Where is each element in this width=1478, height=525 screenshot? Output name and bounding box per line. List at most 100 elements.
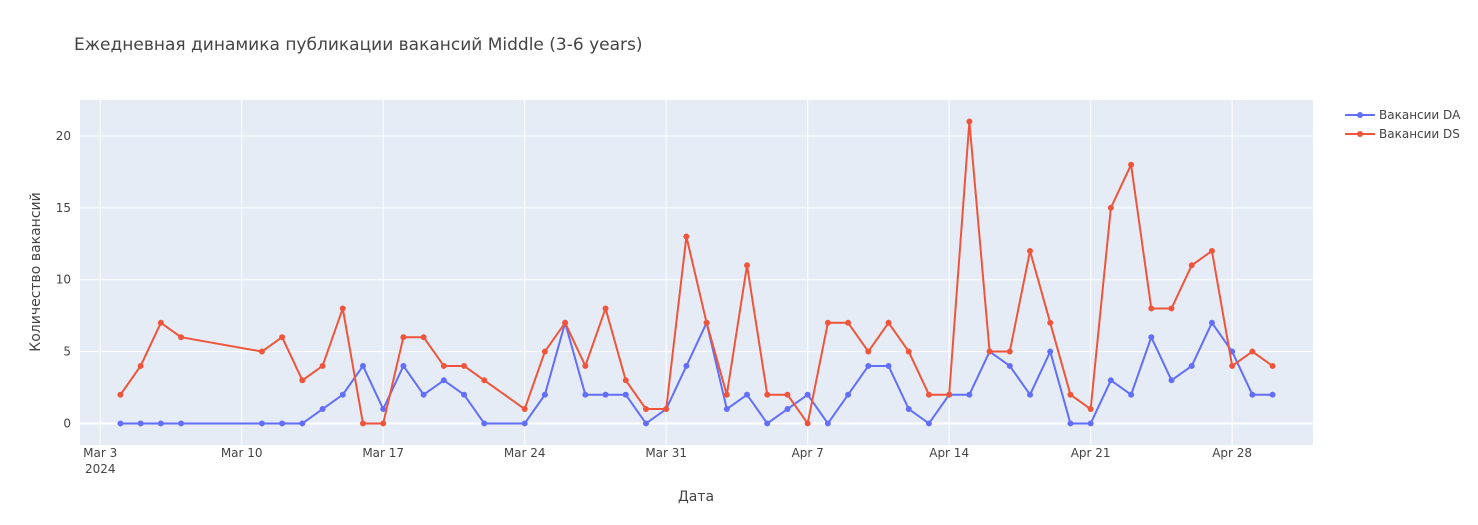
data-point[interactable] — [1027, 247, 1034, 254]
data-point[interactable] — [541, 348, 548, 355]
data-point[interactable] — [703, 319, 710, 326]
data-point[interactable] — [380, 420, 387, 427]
data-point[interactable] — [582, 391, 589, 398]
data-point[interactable] — [925, 420, 932, 427]
data-point[interactable] — [622, 377, 629, 384]
data-point[interactable] — [1067, 391, 1074, 398]
data-point[interactable] — [1188, 362, 1195, 369]
data-point[interactable] — [1249, 348, 1256, 355]
data-point[interactable] — [279, 420, 286, 427]
data-point[interactable] — [622, 391, 629, 398]
data-point[interactable] — [946, 391, 953, 398]
data-point[interactable] — [541, 391, 548, 398]
data-point[interactable] — [1107, 377, 1114, 384]
data-point[interactable] — [562, 319, 569, 326]
data-point[interactable] — [1128, 391, 1135, 398]
data-point[interactable] — [986, 348, 993, 355]
data-point[interactable] — [966, 391, 973, 398]
data-point[interactable] — [157, 420, 164, 427]
data-point[interactable] — [683, 233, 690, 240]
data-point[interactable] — [258, 348, 265, 355]
data-point[interactable] — [764, 391, 771, 398]
data-point[interactable] — [1148, 334, 1155, 341]
data-point[interactable] — [1148, 305, 1155, 312]
data-point[interactable] — [137, 362, 144, 369]
data-point[interactable] — [380, 406, 387, 413]
data-point[interactable] — [481, 377, 488, 384]
data-point[interactable] — [339, 391, 346, 398]
data-point[interactable] — [885, 362, 892, 369]
data-point[interactable] — [663, 406, 670, 413]
data-point[interactable] — [1208, 247, 1215, 254]
data-point[interactable] — [602, 305, 609, 312]
data-point[interactable] — [481, 420, 488, 427]
data-point[interactable] — [359, 420, 366, 427]
data-point[interactable] — [178, 334, 185, 341]
data-point[interactable] — [1067, 420, 1074, 427]
data-point[interactable] — [359, 362, 366, 369]
data-point[interactable] — [1047, 319, 1054, 326]
data-point[interactable] — [1006, 348, 1013, 355]
data-point[interactable] — [784, 391, 791, 398]
legend-item[interactable]: Вакансии DA — [1345, 108, 1461, 122]
data-point[interactable] — [400, 362, 407, 369]
data-point[interactable] — [1027, 391, 1034, 398]
data-point[interactable] — [1087, 420, 1094, 427]
data-point[interactable] — [258, 420, 265, 427]
data-point[interactable] — [865, 362, 872, 369]
data-point[interactable] — [1168, 377, 1175, 384]
data-point[interactable] — [905, 406, 912, 413]
data-point[interactable] — [865, 348, 872, 355]
data-point[interactable] — [925, 391, 932, 398]
data-point[interactable] — [461, 362, 468, 369]
data-point[interactable] — [845, 319, 852, 326]
data-point[interactable] — [299, 377, 306, 384]
data-point[interactable] — [1128, 161, 1135, 168]
data-point[interactable] — [420, 334, 427, 341]
data-point[interactable] — [440, 362, 447, 369]
data-point[interactable] — [824, 319, 831, 326]
data-point[interactable] — [764, 420, 771, 427]
data-point[interactable] — [1168, 305, 1175, 312]
data-point[interactable] — [642, 406, 649, 413]
data-point[interactable] — [157, 319, 164, 326]
data-point[interactable] — [1208, 319, 1215, 326]
data-point[interactable] — [420, 391, 427, 398]
data-point[interactable] — [117, 420, 124, 427]
data-point[interactable] — [1269, 362, 1276, 369]
data-point[interactable] — [744, 391, 751, 398]
data-point[interactable] — [319, 362, 326, 369]
data-point[interactable] — [1087, 406, 1094, 413]
data-point[interactable] — [117, 391, 124, 398]
data-point[interactable] — [137, 420, 144, 427]
data-point[interactable] — [400, 334, 407, 341]
data-point[interactable] — [723, 391, 730, 398]
data-point[interactable] — [461, 391, 468, 398]
data-point[interactable] — [804, 420, 811, 427]
legend-item[interactable]: Вакансии DS — [1345, 127, 1460, 141]
data-point[interactable] — [1047, 348, 1054, 355]
data-point[interactable] — [602, 391, 609, 398]
data-point[interactable] — [683, 362, 690, 369]
data-point[interactable] — [521, 420, 528, 427]
data-point[interactable] — [723, 406, 730, 413]
data-point[interactable] — [1006, 362, 1013, 369]
data-point[interactable] — [744, 262, 751, 269]
data-point[interactable] — [521, 406, 528, 413]
data-point[interactable] — [582, 362, 589, 369]
data-point[interactable] — [804, 391, 811, 398]
data-point[interactable] — [1107, 204, 1114, 211]
data-point[interactable] — [299, 420, 306, 427]
data-point[interactable] — [178, 420, 185, 427]
data-point[interactable] — [319, 406, 326, 413]
data-point[interactable] — [339, 305, 346, 312]
data-point[interactable] — [784, 406, 791, 413]
data-point[interactable] — [966, 118, 973, 125]
data-point[interactable] — [845, 391, 852, 398]
data-point[interactable] — [1249, 391, 1256, 398]
data-point[interactable] — [1188, 262, 1195, 269]
data-point[interactable] — [279, 334, 286, 341]
data-point[interactable] — [440, 377, 447, 384]
data-point[interactable] — [824, 420, 831, 427]
data-point[interactable] — [905, 348, 912, 355]
